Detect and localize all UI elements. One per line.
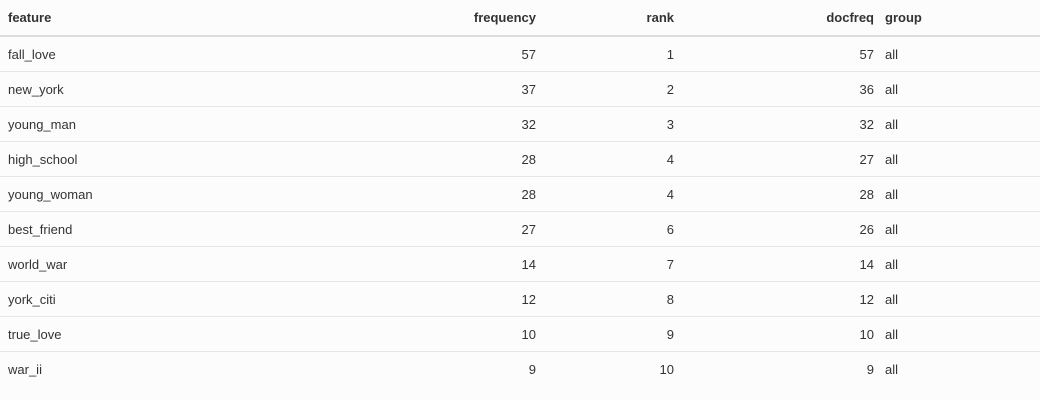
table-row: true_love 10 9 10 all: [0, 316, 1040, 352]
table-row: high_school 28 4 27 all: [0, 141, 1040, 177]
column-header-feature[interactable]: feature: [0, 0, 398, 37]
cell-frequency: 27: [398, 211, 544, 247]
cell-docfreq: 14: [682, 246, 882, 282]
cell-group: all: [882, 36, 1040, 72]
cell-docfreq: 36: [682, 71, 882, 107]
cell-frequency: 32: [398, 106, 544, 142]
cell-rank: 6: [544, 211, 682, 247]
cell-docfreq: 57: [682, 36, 882, 72]
cell-rank: 2: [544, 71, 682, 107]
cell-feature: new_york: [0, 71, 398, 107]
table-row: young_woman 28 4 28 all: [0, 176, 1040, 212]
cell-feature: world_war: [0, 246, 398, 282]
feature-frequency-table: feature frequency rank docfreq group fal…: [0, 0, 1040, 386]
cell-group: all: [882, 106, 1040, 142]
cell-group: all: [885, 361, 899, 377]
cell-docfreq: 32: [682, 106, 882, 142]
cell-rank: 3: [544, 106, 682, 142]
cell-group: all: [882, 211, 1040, 247]
cell-frequency: 37: [398, 71, 544, 107]
header-row: feature frequency rank docfreq group: [0, 0, 1040, 37]
table-header: feature frequency rank docfreq group: [0, 0, 1040, 37]
cell-group: all: [882, 246, 1040, 282]
cell-frequency: 28: [398, 176, 544, 212]
table-row: fall_love 57 1 57 all: [0, 36, 1040, 72]
table-row: war_ii 9 10 9 all: [0, 352, 1040, 387]
table-row: best_friend 27 6 26 all: [0, 211, 1040, 247]
cell-group: all: [882, 141, 1040, 177]
cell-rank: 10: [659, 361, 674, 377]
table-row: york_citi 12 8 12 all: [0, 281, 1040, 317]
cell-frequency: 28: [398, 141, 544, 177]
cell-group: all: [882, 71, 1040, 107]
cell-group: all: [882, 281, 1040, 317]
cell-feature: best_friend: [0, 211, 398, 247]
cell-docfreq: 12: [682, 281, 882, 317]
column-header-group[interactable]: group: [882, 0, 1040, 37]
cell-feature: york_citi: [0, 281, 398, 317]
cell-feature: war_ii: [8, 361, 42, 377]
table-row: world_war 14 7 14 all: [0, 246, 1040, 282]
table-row: young_man 32 3 32 all: [0, 106, 1040, 142]
cell-frequency: 10: [398, 316, 544, 352]
cell-frequency: 12: [398, 281, 544, 317]
cell-feature: true_love: [0, 316, 398, 352]
cell-group: all: [882, 176, 1040, 212]
cell-frequency: 14: [398, 246, 544, 282]
cell-rank: 1: [544, 36, 682, 72]
cell-feature: high_school: [0, 141, 398, 177]
cell-feature: young_man: [0, 106, 398, 142]
cell-rank: 4: [544, 141, 682, 177]
column-header-rank[interactable]: rank: [544, 0, 682, 37]
column-header-frequency[interactable]: frequency: [398, 0, 544, 37]
cell-feature: fall_love: [0, 36, 398, 72]
column-header-docfreq[interactable]: docfreq: [682, 0, 882, 37]
cell-docfreq: 9: [866, 361, 874, 377]
cell-rank: 8: [544, 281, 682, 317]
table-row: new_york 37 2 36 all: [0, 71, 1040, 107]
cell-frequency: 57: [398, 36, 544, 72]
cell-rank: 4: [544, 176, 682, 212]
cell-group: all: [882, 316, 1040, 352]
table-body: fall_love 57 1 57 all new_york 37 2 36 a…: [0, 36, 1040, 386]
cell-feature: young_woman: [0, 176, 398, 212]
cell-docfreq: 28: [682, 176, 882, 212]
cell-docfreq: 26: [682, 211, 882, 247]
cell-frequency: 9: [528, 361, 536, 377]
cell-rank: 9: [544, 316, 682, 352]
cell-rank: 7: [544, 246, 682, 282]
cell-docfreq: 27: [682, 141, 882, 177]
cell-docfreq: 10: [682, 316, 882, 352]
